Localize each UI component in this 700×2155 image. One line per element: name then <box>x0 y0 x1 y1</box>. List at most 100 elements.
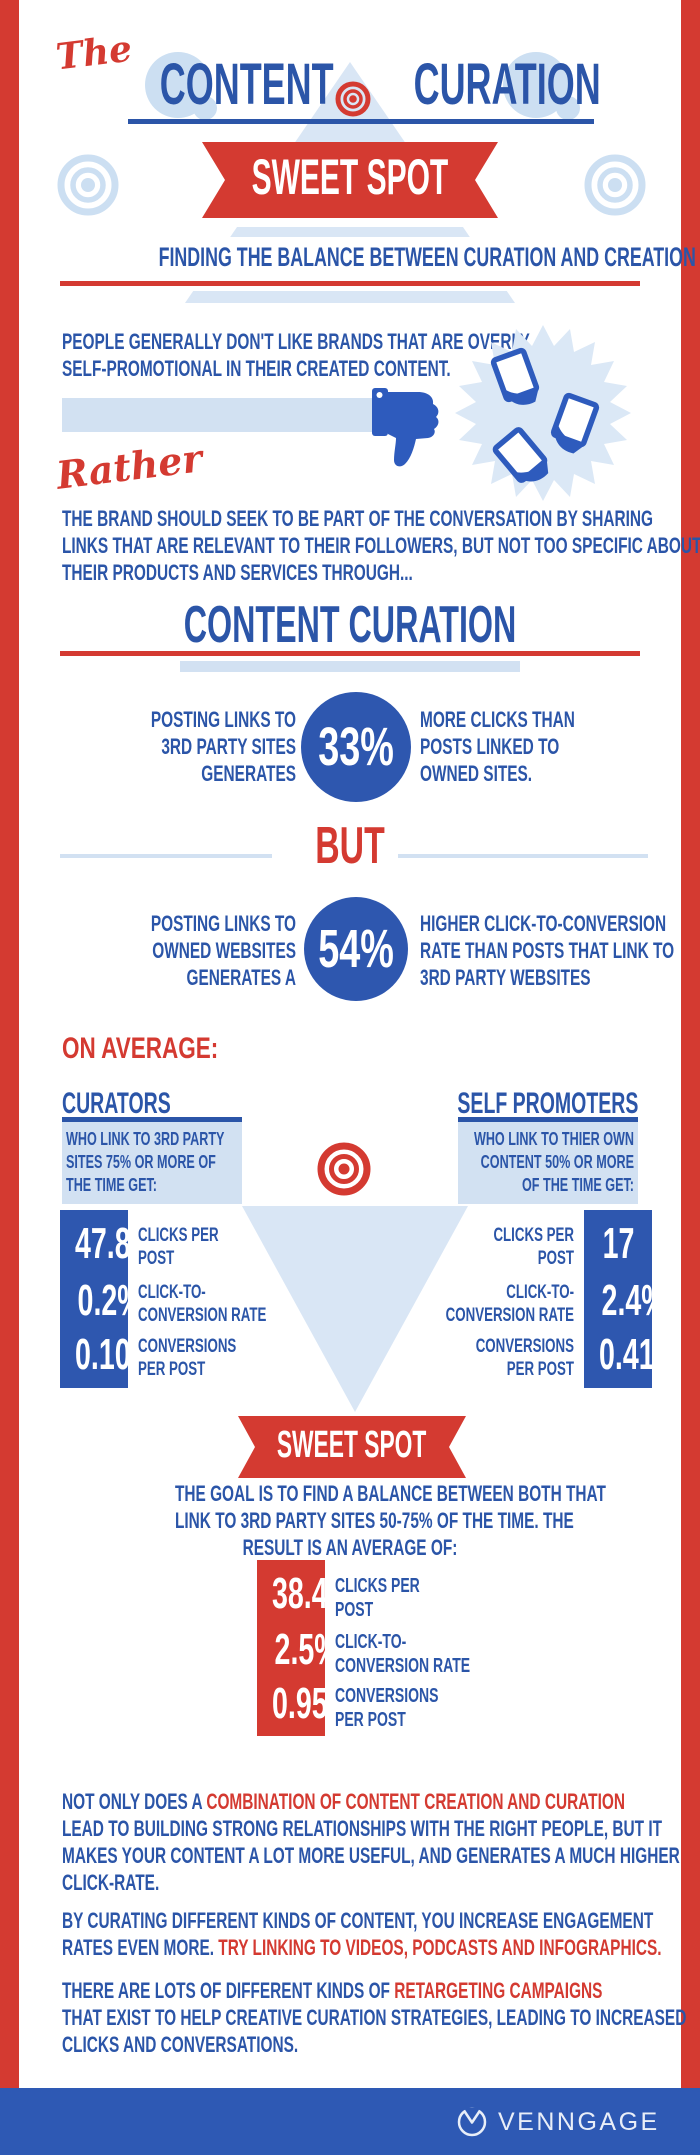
curators-heading: CURATORS <box>62 1087 171 1120</box>
intro-line: LINKS THAT ARE RELEVANT TO THEIR FOLLOWE… <box>62 533 700 558</box>
self-promoters-heading-wrap: SELF PROMOTERS <box>238 1088 638 1120</box>
footer <box>0 2088 700 2155</box>
bullseye-icon <box>335 81 371 117</box>
sweet-spot-ribbon <box>238 1416 466 1478</box>
stat-line: OWNED WEBSITES <box>152 938 296 963</box>
stat-label: CONVERSION RATE <box>445 1305 574 1326</box>
description-line: THE TIME GET: <box>66 1175 157 1195</box>
stat33-circle: 33% <box>301 692 411 802</box>
goal-line: LINK TO 3RD PARTY SITES 50-75% OF THE TI… <box>175 1508 574 1533</box>
outro-line: LEAD TO BUILDING STRONG RELATIONSHIPS WI… <box>62 1816 663 1841</box>
outro-text: THERE ARE LOTS OF DIFFERENT KINDS OF <box>62 1978 395 2003</box>
stat-label: PER POST <box>335 1709 406 1731</box>
divider-rule <box>60 281 640 286</box>
circle-decor-left-small <box>193 96 217 120</box>
intro-line: THEIR PRODUCTS AND SERVICES THROUGH... <box>62 560 413 585</box>
description-line: CONTENT 50% OR MORE <box>480 1152 634 1172</box>
outro-line: CLICKS AND CONVERSATIONS. <box>62 2032 299 2057</box>
sweet-spot-ribbon <box>202 142 498 218</box>
on-average-label: ON AVERAGE: <box>62 1032 219 1065</box>
outro-line: RATES EVEN MORE. TRY LINKING TO VIDEOS, … <box>62 1934 662 1961</box>
stat-line: OWNED SITES. <box>420 761 533 786</box>
stat-value: 0.2% <box>77 1276 143 1325</box>
stat-line: 3RD PARTY WEBSITES <box>420 965 591 990</box>
outro-line: BY CURATING DIFFERENT KINDS OF CONTENT, … <box>62 1908 654 1933</box>
stat33-right-text: MORE CLICKS THAN POSTS LINKED TO OWNED S… <box>420 706 666 787</box>
stat-line: RATE THAN POSTS THAT LINK TO <box>420 938 675 963</box>
description-line: OF THE TIME GET: <box>522 1175 634 1195</box>
stat-line: HIGHER CLICK-TO-CONVERSION <box>420 911 667 936</box>
intro-line: THE BRAND SHOULD SEEK TO BE PART OF THE … <box>62 506 653 531</box>
stat-value: 0.41 <box>598 1330 655 1379</box>
stat54-left-text: POSTING LINKS TO OWNED WEBSITES GENERATE… <box>60 910 296 991</box>
stat-line: GENERATES <box>201 761 296 786</box>
page-subtitle: FINDING THE BALANCE BETWEEN CURATION AND… <box>158 242 696 272</box>
divider-rule <box>60 651 640 656</box>
title-content: CONTENT <box>159 52 334 117</box>
stat-label: POST <box>537 1248 574 1269</box>
starburst-papers-icon <box>455 325 631 501</box>
stat-value: 47.8 <box>74 1219 131 1268</box>
title-curation: CURATION <box>413 52 601 117</box>
ribbon-text: SWEET SPOT <box>277 1423 427 1466</box>
stat54-value: 54% <box>318 919 394 979</box>
stat-line: POSTING LINKS TO <box>150 911 296 936</box>
stat-value: 2.4% <box>601 1276 667 1325</box>
left-border-bar <box>0 0 19 2088</box>
right-border-bar <box>681 0 700 2088</box>
thumbs-down-icon <box>372 388 439 467</box>
sweet-spot-ribbon-label: SWEET SPOT <box>196 138 504 216</box>
self-promoters-heading: SELF PROMOTERS <box>457 1087 638 1120</box>
stat-line: POSTING LINKS TO <box>150 707 296 732</box>
outro-line: CLICK-RATE. <box>62 1870 160 1895</box>
stat-label: CLICKS PER <box>493 1225 574 1246</box>
stat33-value: 33% <box>318 717 394 777</box>
description-line: WHO LINK TO 3RD PARTY <box>66 1129 225 1149</box>
stat-label: CLICK-TO- <box>506 1282 574 1303</box>
stat-label: CONVERSIONS <box>138 1336 237 1357</box>
sweet-spot-ribbon-label: SWEET SPOT <box>234 1414 470 1476</box>
intro-line: SELF-PROMOTIONAL IN THEIR CREATED CONTEN… <box>62 356 451 381</box>
outro-line: THERE ARE LOTS OF DIFFERENT KINDS OF RET… <box>62 1977 602 2004</box>
intro-paragraph-2: THE BRAND SHOULD SEEK TO BE PART OF THE … <box>62 505 700 586</box>
stat-value: 0.95 <box>271 1679 328 1728</box>
stat-label: PER POST <box>506 1359 574 1380</box>
triangle-cover-1 <box>19 218 681 227</box>
outro-text-highlight: TRY LINKING TO VIDEOS, PODCASTS AND INFO… <box>218 1935 662 1960</box>
stat-label: CONVERSIONS <box>335 1685 439 1707</box>
outro-line: NOT ONLY DOES A COMBINATION OF CONTENT C… <box>62 1788 625 1815</box>
outro-text-highlight: COMBINATION OF CONTENT CREATION AND CURA… <box>206 1789 625 1814</box>
but-line-right <box>398 854 648 858</box>
stat-line: 3RD PARTY SITES <box>161 734 296 759</box>
rather-label: Rather <box>53 435 205 498</box>
stat-label: CONVERSION RATE <box>335 1655 471 1677</box>
curators-underline <box>62 1117 242 1122</box>
stat-label: POST <box>335 1599 374 1621</box>
outro-paragraph-2: BY CURATING DIFFERENT KINDS OF CONTENT, … <box>62 1907 662 1961</box>
section-heading-content-curation: CONTENT CURATION <box>183 596 517 654</box>
footer-brand: VENNGAGE <box>498 2108 660 2136</box>
sweet-spot-stat-panel <box>257 1560 325 1736</box>
intro-paragraph-1: PEOPLE GENERALLY DON'T LIKE BRANDS THAT … <box>62 328 582 382</box>
stat-label: POST <box>138 1248 175 1269</box>
goal-paragraph: THE GOAL IS TO FIND A BALANCE BETWEEN BO… <box>100 1480 606 1561</box>
self-promoters-description-box: WHO LINK TO THIER OWN CONTENT 50% OR MOR… <box>458 1122 638 1204</box>
self-promoters-stat-panel <box>584 1210 652 1388</box>
stat-value: 2.5% <box>274 1625 340 1674</box>
stat-value: 0.10 <box>74 1330 131 1379</box>
description-line: SITES 75% OR MORE OF <box>66 1152 216 1172</box>
dislike-bar <box>62 398 372 432</box>
rings-icon <box>584 154 646 216</box>
stat-label: CLICKS PER <box>335 1575 420 1597</box>
curators-stat-panel <box>60 1210 128 1388</box>
rings-icon <box>57 154 119 216</box>
outro-text-highlight: RETARGETING CAMPAIGNS <box>394 1978 603 2003</box>
venngage-logo-icon <box>457 2107 487 2137</box>
but-label: BUT <box>315 817 385 875</box>
intro-line: PEOPLE GENERALLY DON'T LIKE BRANDS THAT … <box>62 329 530 354</box>
stat-label: CLICK-TO- <box>335 1631 407 1653</box>
stat-line: POSTS LINKED TO <box>420 734 560 759</box>
outro-paragraph-1: NOT ONLY DOES A COMBINATION OF CONTENT C… <box>62 1788 680 1896</box>
title-underline <box>128 119 594 124</box>
curators-description-box: WHO LINK TO 3RD PARTY SITES 75% OR MORE … <box>62 1122 242 1204</box>
